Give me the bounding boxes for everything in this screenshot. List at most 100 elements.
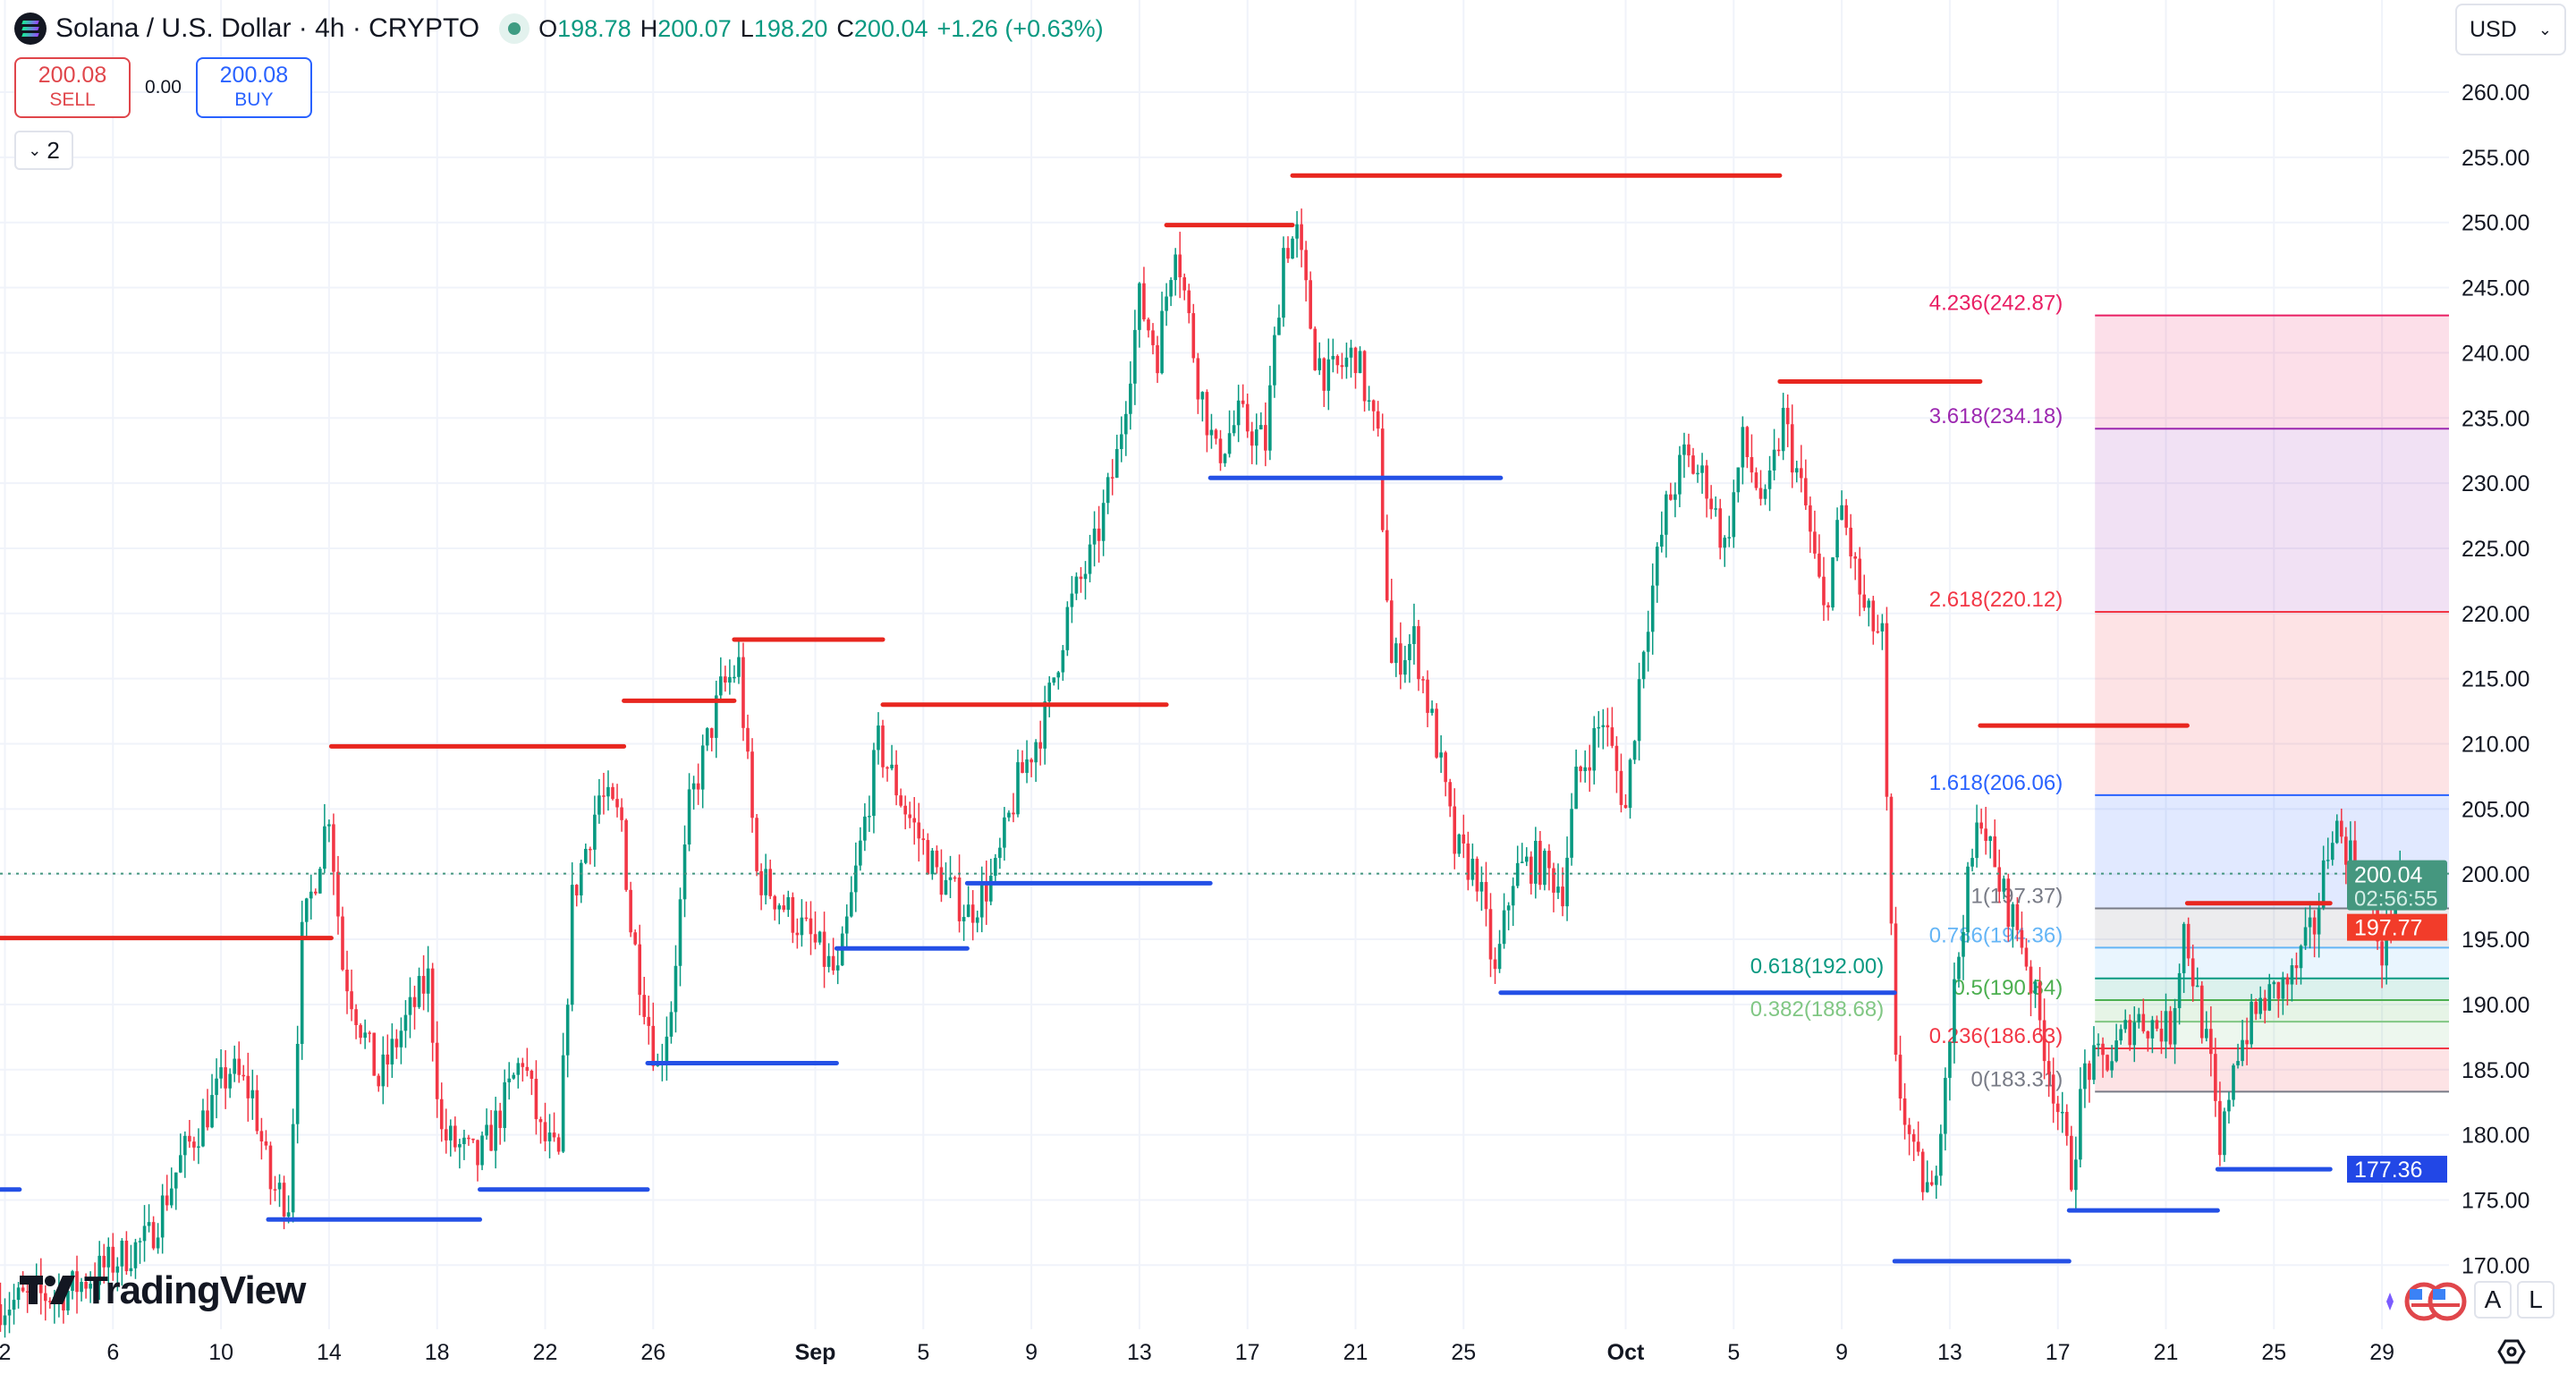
candle-down xyxy=(2186,923,2190,959)
candle-down xyxy=(1385,530,1389,601)
price-tick-label: 235.00 xyxy=(2462,406,2529,431)
candle-up xyxy=(1133,329,1137,384)
fib-level-label: 0.382(188.68) xyxy=(1750,997,1884,1022)
candle-up xyxy=(286,1212,291,1217)
indicators-toggle-button[interactable]: ⌄ 2 xyxy=(14,131,73,170)
candle-up xyxy=(1358,351,1362,374)
candles xyxy=(0,208,2402,1338)
high-label: H xyxy=(640,14,658,42)
candle-down xyxy=(1462,834,1466,844)
candle-down xyxy=(912,818,917,823)
price-axis[interactable]: 260.00 255.00 250.00 245.00 240.00 235.00 230.… xyxy=(2462,81,2529,1278)
price-tick-label: 220.00 xyxy=(2462,602,2529,627)
candle-up xyxy=(327,824,331,827)
candle-up xyxy=(678,899,682,966)
candle-up xyxy=(403,1014,408,1031)
candle-down xyxy=(2312,917,2317,935)
candle-down xyxy=(899,795,902,806)
candle-down xyxy=(1750,457,1754,473)
candle-down xyxy=(1687,444,1690,456)
candle-up xyxy=(2250,1001,2253,1045)
candle-up xyxy=(989,875,993,902)
candle-down xyxy=(1421,679,1425,681)
candle-down xyxy=(1776,449,1781,452)
candle-up xyxy=(1524,856,1529,862)
candle-up xyxy=(1583,767,1587,772)
candle-down xyxy=(386,1054,390,1064)
auto-scale-button[interactable]: A xyxy=(2474,1281,2512,1319)
candle-down xyxy=(341,916,344,970)
candle-down xyxy=(768,869,772,896)
candle-up xyxy=(228,1073,232,1089)
candle-down xyxy=(111,1246,115,1273)
sell-button[interactable]: 200.08 SELL xyxy=(14,57,131,118)
candle-up xyxy=(844,916,849,934)
time-axis[interactable]: 2 6 10 14 18 22 26 Sep 5 9 13 17 21 25 Oct 5 9 13 17 21 25 29 xyxy=(0,1340,2394,1365)
candle-up xyxy=(818,931,822,943)
candle-down xyxy=(908,814,911,818)
candle-up xyxy=(494,1110,497,1151)
candle-up xyxy=(584,848,588,863)
candle-up xyxy=(1570,809,1573,858)
candle-up xyxy=(1470,858,1475,880)
open-value: 198.78 xyxy=(557,14,631,42)
candle-down xyxy=(1993,836,1997,868)
candle-up xyxy=(1700,465,1704,473)
candle-up xyxy=(948,877,953,880)
candle-up xyxy=(714,695,718,738)
candle-down xyxy=(2070,1135,2073,1191)
candle-down xyxy=(1876,631,1880,633)
candle-down xyxy=(1979,822,1983,829)
open-label: O xyxy=(538,14,558,42)
candle-down xyxy=(1241,400,1245,404)
symbol-title[interactable]: Solana / U.S. Dollar · 4h · CRYPTO xyxy=(55,13,480,43)
candle-up xyxy=(1966,866,1970,933)
tradingview-logo[interactable]: TradingView xyxy=(20,1268,306,1313)
candle-down xyxy=(268,1145,273,1190)
candle-down xyxy=(647,1016,651,1026)
candle-down xyxy=(1894,923,1898,1056)
candle-up xyxy=(174,1172,178,1189)
candle-up xyxy=(1880,623,1885,632)
candle-up xyxy=(2349,840,2352,865)
candle-down xyxy=(1898,1055,1902,1098)
candle-up xyxy=(449,1125,453,1141)
candle-up xyxy=(2385,916,2388,966)
candle-up xyxy=(201,1110,205,1147)
candle-up xyxy=(1957,956,1961,980)
candle-up xyxy=(2267,984,2272,1011)
candle-down xyxy=(2190,958,2195,987)
current-price-badge xyxy=(2347,860,2447,911)
candle-down xyxy=(2006,878,2011,928)
currency-select[interactable]: USD ⌄ xyxy=(2455,4,2566,55)
events-icon[interactable] xyxy=(2386,1282,2467,1321)
candle-up xyxy=(1962,932,1965,957)
candle-up xyxy=(1349,347,1353,358)
time-tick-label: 5 xyxy=(1727,1340,1740,1365)
candle-down xyxy=(1822,576,1826,606)
candle-up xyxy=(1714,508,1717,510)
support-resistance-lines[interactable] xyxy=(0,173,2333,1264)
settings-gear-icon[interactable] xyxy=(2497,1339,2526,1364)
candle-up xyxy=(719,676,723,696)
candle-up xyxy=(930,850,935,875)
candle-up xyxy=(142,1226,147,1242)
fibonacci-extension[interactable]: 0(183.31)0.236(186.63)0.382(188.68)0.5(1… xyxy=(1750,292,2449,1093)
candle-up xyxy=(1169,280,1173,297)
candle-up xyxy=(872,750,876,817)
candle-down xyxy=(759,870,763,895)
log-scale-button[interactable]: L xyxy=(2517,1281,2555,1319)
candle-down xyxy=(1417,625,1420,680)
candle-up xyxy=(219,1067,223,1079)
candle-up xyxy=(1088,544,1092,574)
candle-down xyxy=(0,1304,3,1326)
candle-down xyxy=(795,932,800,936)
candle-down xyxy=(1916,1141,1920,1152)
candle-down xyxy=(439,1098,444,1130)
candle-up xyxy=(2227,1099,2231,1112)
candle-down xyxy=(1911,1133,1916,1142)
candle-up xyxy=(80,1282,83,1293)
symbol-header: Solana / U.S. Dollar · 4h · CRYPTO O198.… xyxy=(14,13,1104,45)
buy-button[interactable]: 200.08 BUY xyxy=(195,57,312,118)
